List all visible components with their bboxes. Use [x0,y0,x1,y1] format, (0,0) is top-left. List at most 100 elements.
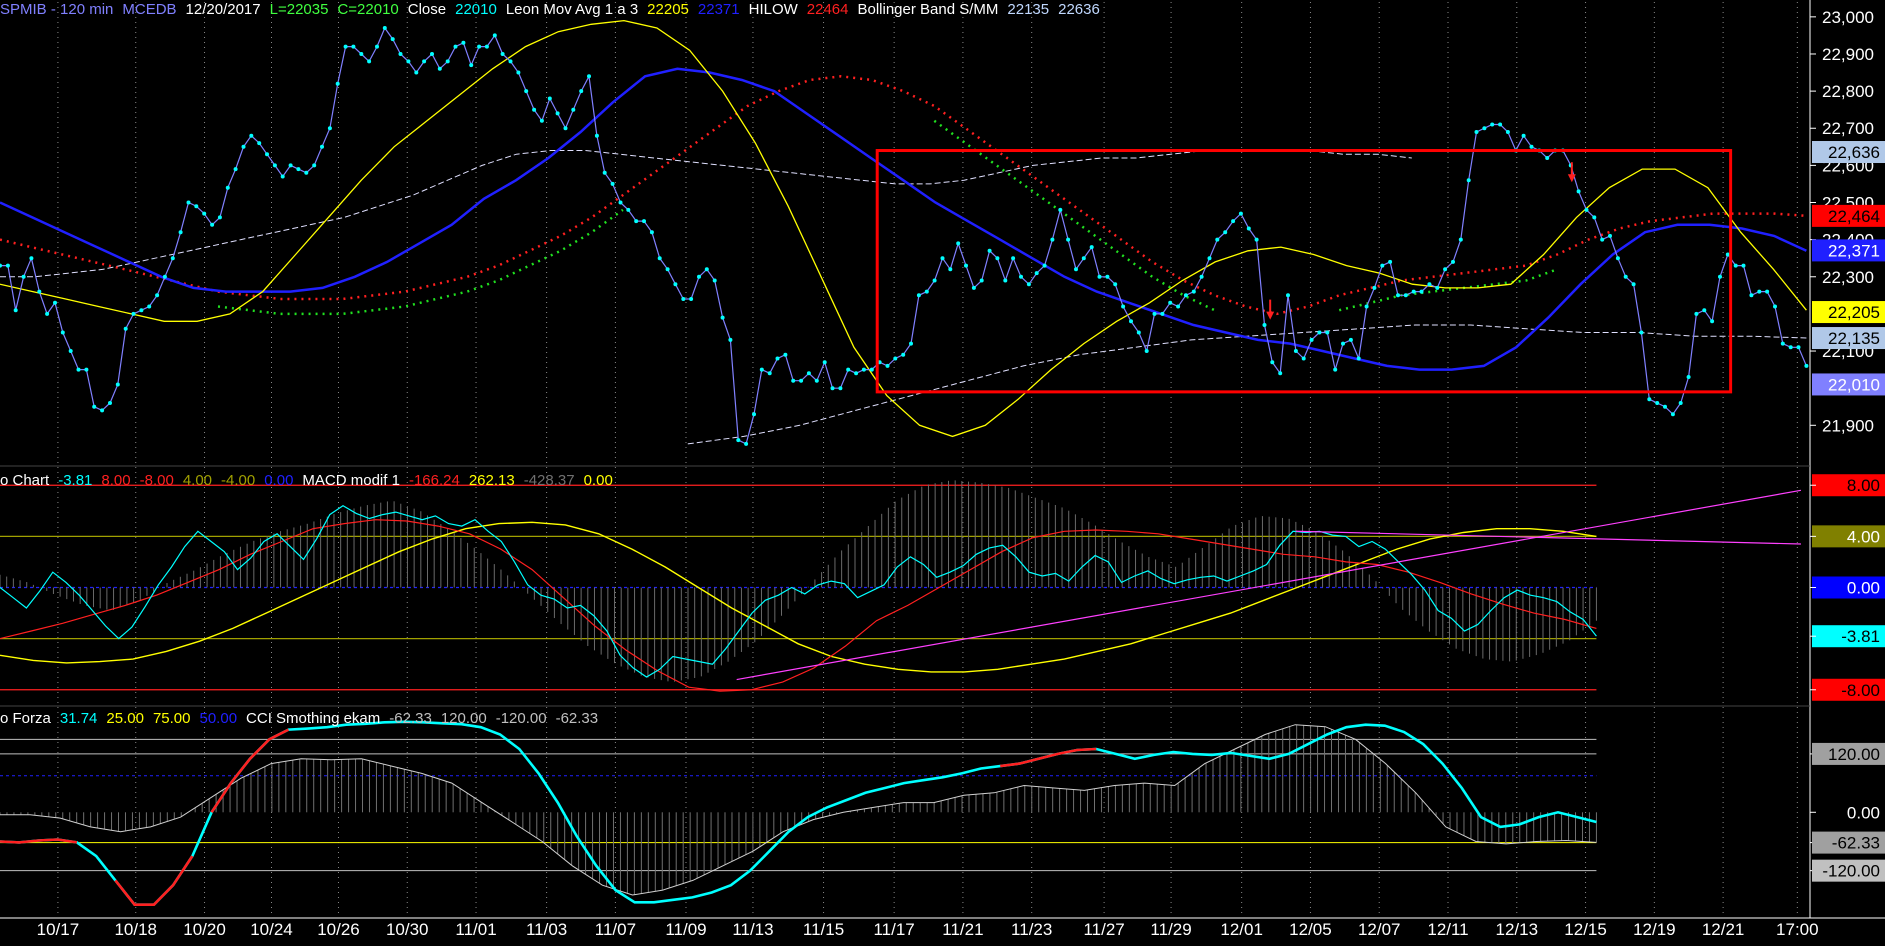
macd-trend-line [1295,530,1801,545]
header-field: 12/20/2017 [186,1,261,18]
close-point [799,378,804,383]
header-field: 22135 [1007,1,1049,18]
close-point [225,185,230,190]
close-point [1600,237,1605,242]
value-tag [1812,625,1885,648]
close-point [1309,337,1314,342]
close-point [1419,289,1424,294]
price-tick-label: 22,800 [1822,82,1874,101]
close-point [783,352,788,357]
close-point [265,152,269,157]
close-point [1081,256,1086,261]
value-tag [1812,831,1885,854]
header-field: 0.00 [584,472,613,489]
close-point [806,371,811,376]
value-tag [1812,525,1885,548]
close-point [1474,130,1479,134]
close-point [13,308,18,313]
close-point [649,230,654,235]
close-point [901,352,906,357]
header-field: 75.00 [153,710,191,727]
header-field: -4.00 [221,472,255,489]
close-point [304,170,309,175]
close-point [1741,263,1746,268]
close-point [775,356,780,361]
close-point [712,278,717,283]
close-point [634,219,639,224]
close-point [1403,293,1408,298]
close-point [1505,130,1510,134]
close-point [704,267,709,272]
close-point [1356,356,1361,361]
value-tag [1812,327,1885,350]
value-tag [1812,373,1885,396]
close-point [335,81,340,86]
close-point [1121,304,1126,309]
close-point [885,363,890,368]
x-tick-label: 11/09 [665,920,706,939]
close-point [1136,330,1141,335]
close-point [1498,122,1503,127]
price-tick-label: 22,700 [1822,119,1874,138]
header-field: 22371 [698,1,740,18]
close-point [257,141,262,146]
close-point [1678,401,1683,405]
close-point [422,59,427,64]
close-point [1254,237,1259,242]
close-point [909,341,913,346]
close-point [736,438,741,443]
cci-tick-label: 0.00 [1847,803,1880,822]
close-point [296,167,301,172]
close-point [948,267,953,272]
header-field: -62.33 [556,710,599,727]
close-point [1215,237,1220,242]
close-point [272,163,277,168]
close-point [1113,282,1118,287]
close-point [45,311,50,316]
price-header: SPMIB - 120 min MCEDB 12/20/2017 L=22035 C=2… [0,1,1100,18]
close-point [1733,263,1738,268]
close-point [1788,345,1793,350]
close-point [1183,293,1188,298]
close-point [1388,259,1393,264]
close-point [1246,226,1251,231]
close-point [665,267,670,272]
close-point [1231,219,1236,224]
moving-average-blue-line [0,67,1807,371]
close-point [469,63,474,68]
close-point [995,256,1000,261]
close-point [1451,259,1455,264]
header-field: Leon Mov Avg 1 a 3 [506,1,638,18]
close-point [492,33,497,38]
close-point [445,59,450,64]
close-point [1223,230,1228,235]
close-point [547,96,552,101]
close-point [280,174,285,179]
close-point [162,274,167,279]
close-point [1796,345,1801,350]
close-point [767,371,772,376]
price-panel [0,19,1809,446]
cci-red-segment [0,838,78,844]
value-tag-label: -3.81 [1841,627,1880,646]
close-point [1458,237,1463,242]
header-field: HILOW [749,1,799,18]
close-point [320,144,324,149]
close-point [1003,278,1008,283]
close-point [1608,233,1612,238]
close-point [720,315,725,320]
x-tick-label: 12/05 [1289,920,1332,939]
close-point [893,356,898,361]
close-point [587,74,591,79]
close-point [92,404,97,409]
close-point [123,326,128,331]
close-point [1592,215,1597,220]
close-point [940,256,945,261]
close-point [1042,263,1047,268]
close-point [155,293,160,298]
close-point [1529,144,1534,149]
close-point [1364,304,1369,309]
close-point [594,133,599,138]
close-point [1348,337,1353,342]
